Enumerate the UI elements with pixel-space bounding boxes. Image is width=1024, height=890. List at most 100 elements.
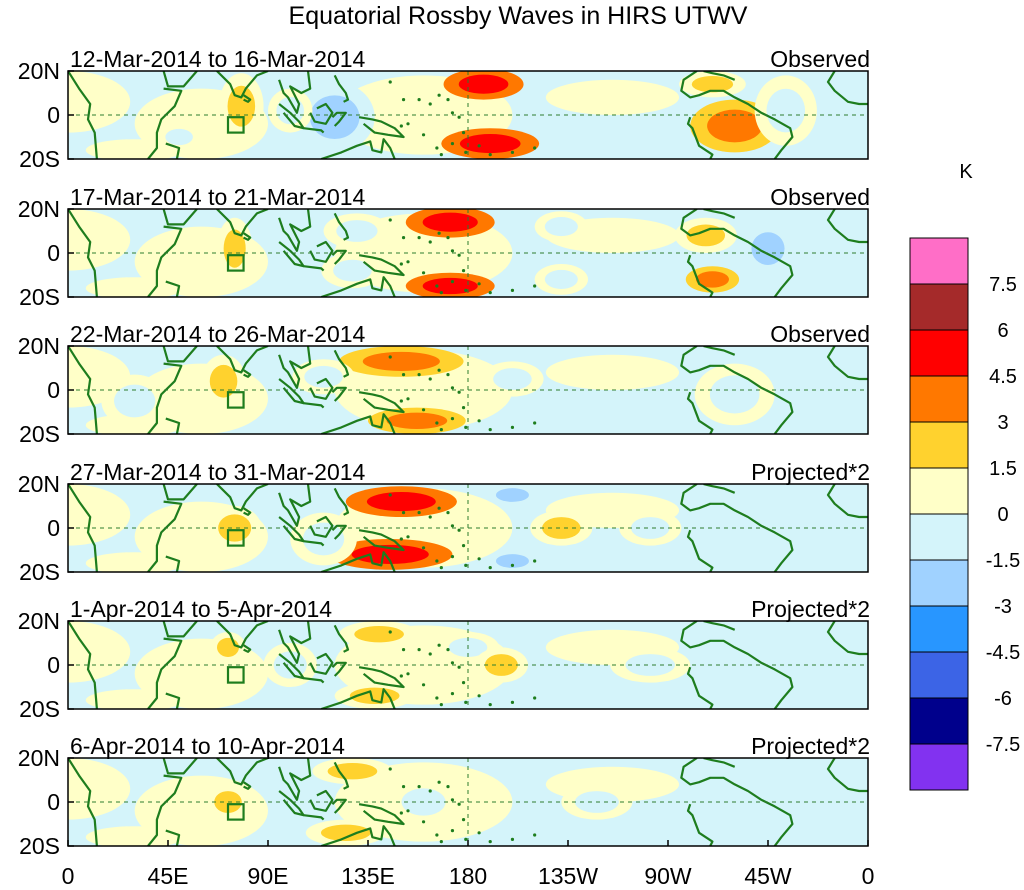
island-dot [461,269,466,273]
island-dot [417,373,421,377]
colorbar-level-label: -3 [994,596,1012,618]
coastline-16 [686,529,714,572]
colorbar-level-label: 6 [997,320,1008,342]
coastline-15 [680,209,794,297]
colorbar-level-label: -6 [994,688,1012,710]
island-dot [417,648,421,652]
coastline-13 [358,666,405,689]
anomaly-4-core [707,109,763,143]
panel-type: Observed [770,321,870,347]
island-dot [464,700,468,705]
panel-5: 20N 0 20S 1-Apr-2014 to 5-Apr-2014 Projected… [18,596,870,722]
island-dot [510,425,515,429]
coastline-6 [242,232,252,241]
coastline-3 [165,692,181,709]
colorbar-swatch [909,697,969,745]
anomaly-2-core [459,134,521,154]
colorbar-level-label: -4.5 [986,642,1020,664]
island-dot [450,661,455,665]
island-dot [435,146,439,150]
x-tick-label: 45E [148,863,189,889]
y-tick-label: 0 [47,515,60,541]
island-dot [533,146,537,150]
coastline-17 [703,346,736,356]
coastline-2 [147,637,183,709]
colorbar-swatch [909,467,969,515]
coastline-5 [216,758,269,786]
island-dot [406,260,410,264]
anomaly-6-core [686,224,726,247]
x-tick-label: 90W [644,863,692,889]
coastline-3 [165,555,181,572]
y-tick-label: 20S [19,146,60,172]
anomaly-1-core [458,74,509,94]
anomaly-1-core [362,351,440,371]
coastline-9 [303,540,325,547]
y-tick-label: 0 [47,102,60,128]
x-tick-label: 0 [862,863,875,889]
panels-group: 20N 0 20S 12-Mar-2014 to 16-Mar-2014 Observe… [18,46,870,859]
island-dot [461,544,466,548]
island-dot [477,282,481,286]
coastline-2 [147,87,183,159]
island-dot [457,528,461,532]
island-dot [399,124,403,128]
island-dot [399,537,403,541]
coastline-14 [320,825,396,846]
panel-period: 27-Mar-2014 to 31-Mar-2014 [70,459,366,485]
island-dot [428,377,432,381]
island-dot [401,236,406,240]
coastline-17 [703,484,736,494]
coastline-15 [680,484,794,572]
colorbar-level-label: 7.5 [989,274,1017,296]
island-dot [533,284,537,288]
coastline-11 [331,111,347,127]
anomaly-10-core [223,229,246,268]
y-tick-label: 0 [47,240,60,266]
island-dot [439,428,443,432]
island-dot [477,694,481,698]
coastline-9 [303,127,325,134]
coastline-4 [162,621,198,638]
coastline-6 [242,781,252,790]
island-dot [421,133,426,137]
island-dot [421,271,426,275]
island-dot [421,408,426,412]
island-dot [477,144,481,148]
panel-type: Projected*2 [751,459,870,485]
weak-positive-band [545,79,680,115]
coastline-8 [278,241,305,268]
island-dot [437,231,441,235]
colorbar-swatch [909,651,969,699]
coastline-1 [68,758,98,846]
coastline-16 [686,391,714,434]
anomaly-8-core [336,220,378,242]
coastline-10 [309,240,334,263]
x-axis: 0 45E 90E 135E 180 135W 90W 45W 0 [62,840,875,889]
coastline-17 [703,71,736,81]
coastline-4 [162,758,198,775]
island-dot [437,780,441,784]
coastline-18 [826,484,868,519]
weak-positive-band [545,354,680,390]
anomaly-5-core [709,375,760,414]
island-dot [510,563,515,568]
coastline-8 [278,103,305,130]
coastline-4 [162,484,198,501]
anomaly-9-core [333,259,372,282]
y-tick-label: 0 [47,652,60,678]
anomaly-6-core [691,76,734,93]
island-dot [439,153,443,157]
island-dot [401,648,406,652]
island-dot [457,115,461,119]
panel-period: 17-Mar-2014 to 21-Mar-2014 [70,184,366,210]
x-tick-label: 0 [62,863,75,889]
island-dot [435,559,439,563]
coastline-12 [333,212,350,241]
island-dot [399,674,403,678]
island-dot [439,840,443,844]
coastline-7 [278,621,312,664]
anomaly-1-core [366,492,436,512]
coastline-6 [242,94,252,103]
coastline-3 [165,280,181,297]
